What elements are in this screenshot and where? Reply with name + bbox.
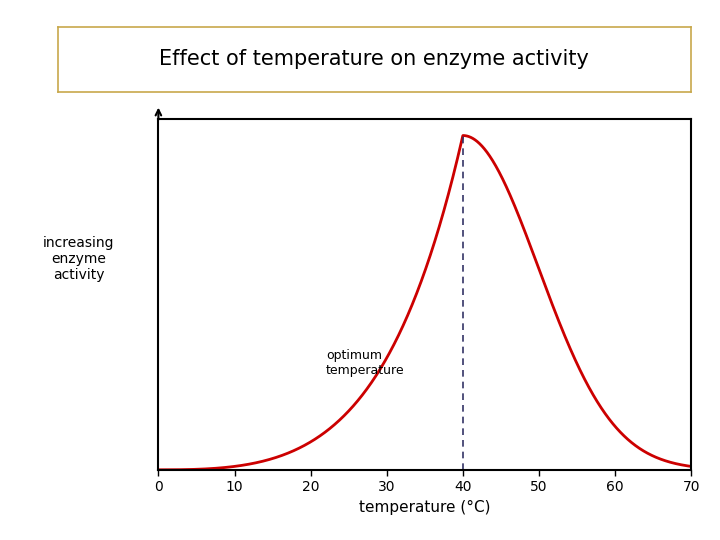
X-axis label: temperature (°C): temperature (°C) xyxy=(359,500,490,515)
Text: optimum
temperature: optimum temperature xyxy=(326,349,405,377)
Text: increasing
enzyme
activity: increasing enzyme activity xyxy=(42,236,114,282)
Text: Effect of temperature on enzyme activity: Effect of temperature on enzyme activity xyxy=(159,49,590,70)
